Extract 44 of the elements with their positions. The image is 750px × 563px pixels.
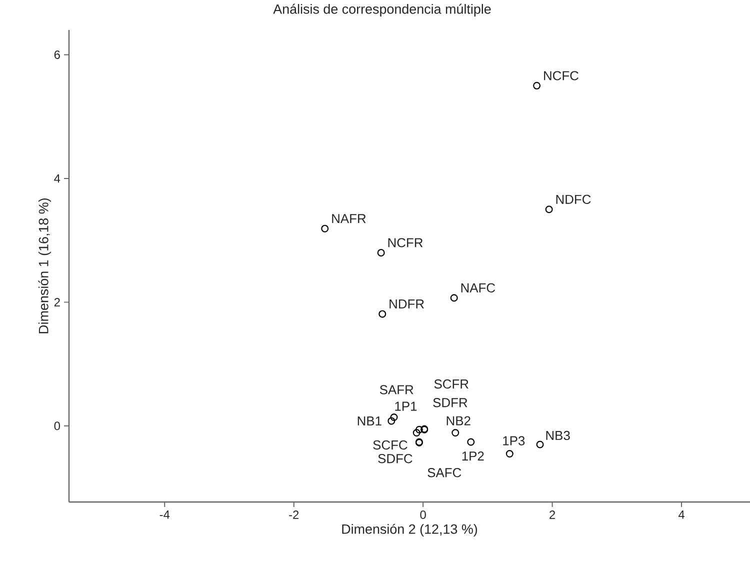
x-tick-label: 2 — [550, 510, 556, 519]
y-tick-label: 4 — [54, 174, 60, 183]
data-label: 1P1 — [395, 402, 417, 411]
data-label: NB3 — [546, 430, 570, 440]
data-label: NDFR — [390, 299, 424, 308]
point — [452, 428, 460, 436]
point — [321, 224, 329, 232]
data-label: NDFC — [556, 194, 591, 204]
data-label: 1P3 — [503, 436, 525, 446]
data-label: NB1 — [358, 416, 382, 426]
data-label: NAFR — [332, 214, 366, 224]
data-label: SDFR — [433, 398, 468, 408]
data-label: NCFR — [388, 238, 423, 248]
x-axis-title: Dimensión 2 (12,13 %) — [342, 524, 478, 537]
data-label: NCFC — [544, 71, 578, 80]
chart-title: Análisis de correspondencia múltiple — [273, 4, 491, 17]
data-label: SCFR — [434, 379, 468, 389]
point — [390, 414, 398, 421]
data-label: SCFC — [373, 440, 408, 450]
data-label: SDFC — [378, 454, 412, 464]
point — [378, 310, 386, 318]
x-tick-label: -2 — [289, 510, 299, 519]
data-label: NAFC — [461, 283, 496, 292]
point — [415, 426, 423, 434]
data-label: SAFC — [428, 468, 462, 478]
data-label: SAFR — [380, 385, 414, 394]
point — [467, 438, 475, 446]
x-tick-label: -4 — [160, 510, 170, 519]
y-tick-label: 6 — [54, 50, 60, 59]
data-label: NB2 — [446, 416, 470, 426]
x-tick-label: 4 — [678, 510, 684, 519]
point — [388, 417, 396, 425]
y-tick-label: 2 — [54, 298, 60, 306]
y-axis-title: Dimensión 1 (16,18 %) — [38, 198, 51, 334]
y-tick-label: 0 — [54, 422, 60, 430]
point — [412, 428, 420, 436]
point — [377, 248, 385, 256]
point — [533, 82, 541, 90]
point — [545, 206, 553, 214]
point — [450, 294, 458, 302]
point — [536, 440, 544, 448]
x-tick-label: 0 — [420, 510, 426, 519]
data-label: 1P2 — [462, 451, 484, 461]
point — [506, 450, 514, 458]
